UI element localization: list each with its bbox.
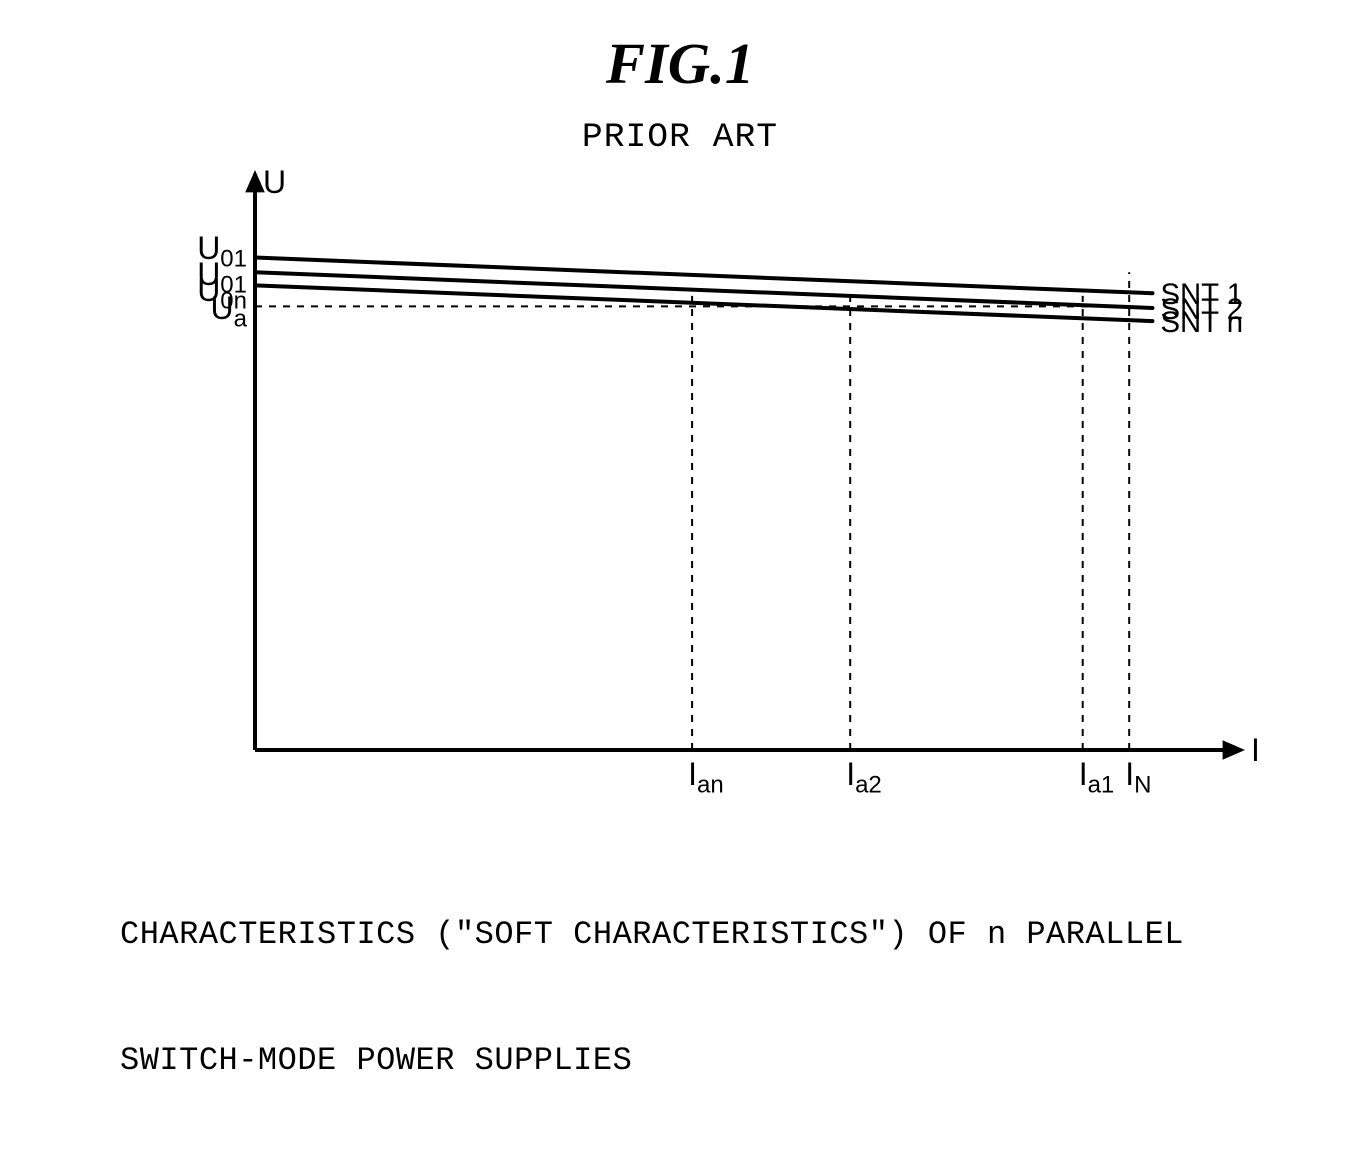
series-label: SNT n	[1160, 306, 1243, 340]
chart-svg	[165, 170, 1360, 805]
x-tick-label: Ia2	[846, 756, 882, 799]
figure-subtitle: PRIOR ART	[0, 118, 1360, 157]
figure-caption: CHARACTERISTICS ("SOFT CHARACTERISTICS")…	[120, 830, 1184, 1166]
y-tick-labels: U01U01U0nUa	[165, 170, 247, 805]
figure-title: FIG.1	[0, 30, 1360, 97]
caption-line-1: CHARACTERISTICS ("SOFT CHARACTERISTICS")…	[120, 914, 1184, 956]
caption-line-2: SWITCH-MODE POWER SUPPLIES	[120, 1040, 1184, 1082]
x-tick-label: Ia1	[1079, 756, 1115, 799]
y-tick-label: Ua	[211, 290, 247, 333]
x-axis-label: I	[1251, 732, 1260, 769]
y-axis-label: U	[263, 164, 286, 201]
x-tick-label: IN	[1125, 756, 1151, 799]
chart: U01U01U0nUa U I IanIa2Ia1IN SNT 1SNT 2SN…	[165, 170, 1360, 805]
x-tick-label: Ian	[688, 756, 724, 799]
figure-page: FIG.1 PRIOR ART U01U01U0nUa U I Ian Ia2 Ia…	[0, 0, 1360, 937]
